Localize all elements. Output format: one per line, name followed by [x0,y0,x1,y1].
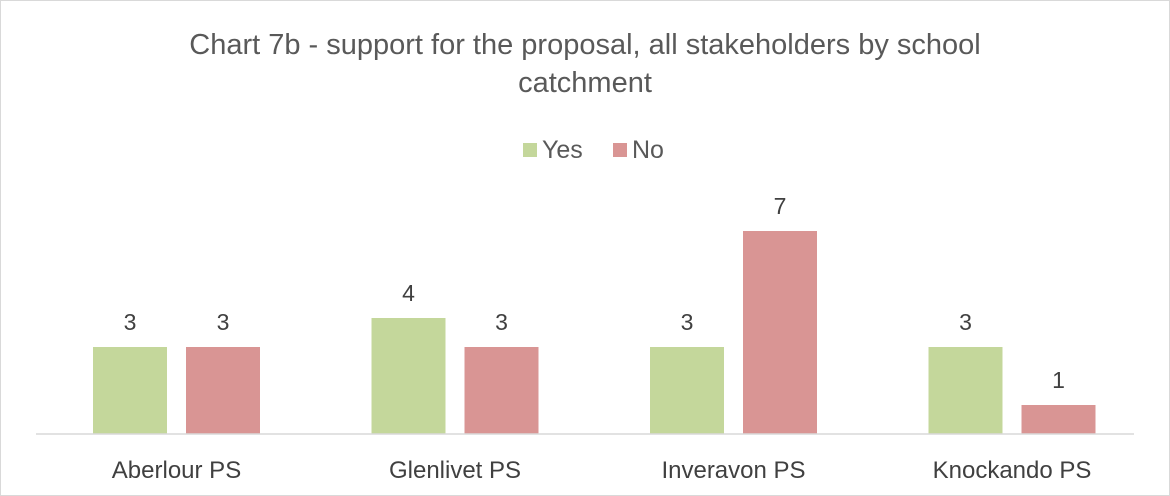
category-label-inveravon-ps: Inveravon PS [661,457,805,484]
data-label-no-aberlour-ps: 3 [217,309,230,335]
category-label-glenlivet-ps: Glenlivet PS [389,457,521,484]
data-label-yes-aberlour-ps: 3 [124,309,137,335]
data-label-yes-glenlivet-ps: 4 [402,280,415,306]
bar-no-knockando-ps [1021,405,1096,434]
category-labels: Aberlour PS Glenlivet PS Inveravon PS Knock… [112,457,1092,484]
chart-title-line-2: catchment [518,67,652,99]
legend-label-yes: Yes [542,136,583,164]
data-label-yes-inveravon-ps: 3 [681,309,694,335]
data-label-no-knockando-ps: 1 [1052,367,1065,393]
chart-title-line-1: Chart 7b - support for the proposal, all… [189,29,980,61]
bar-no-glenlivet-ps [464,347,539,434]
legend-label-no: No [632,136,664,164]
bar-no-aberlour-ps [186,347,260,434]
bar-yes-inveravon-ps [650,347,724,434]
bar-yes-knockando-ps [928,347,1003,434]
legend-swatch-no [613,143,627,157]
bar-no-inveravon-ps [743,231,817,434]
chart-legend: Yes No [523,136,664,164]
category-label-knockando-ps: Knockando PS [933,457,1092,484]
chart-title: Chart 7b - support for the proposal, all… [189,29,980,99]
data-label-no-glenlivet-ps: 3 [495,309,508,335]
bars: 3 3 4 3 3 7 3 1 [93,193,1096,434]
data-label-no-inveravon-ps: 7 [774,193,787,219]
category-label-aberlour-ps: Aberlour PS [112,457,241,484]
bar-yes-glenlivet-ps [371,318,446,434]
legend-swatch-yes [523,143,537,157]
data-label-yes-knockando-ps: 3 [959,309,972,335]
bar-yes-aberlour-ps [93,347,167,434]
